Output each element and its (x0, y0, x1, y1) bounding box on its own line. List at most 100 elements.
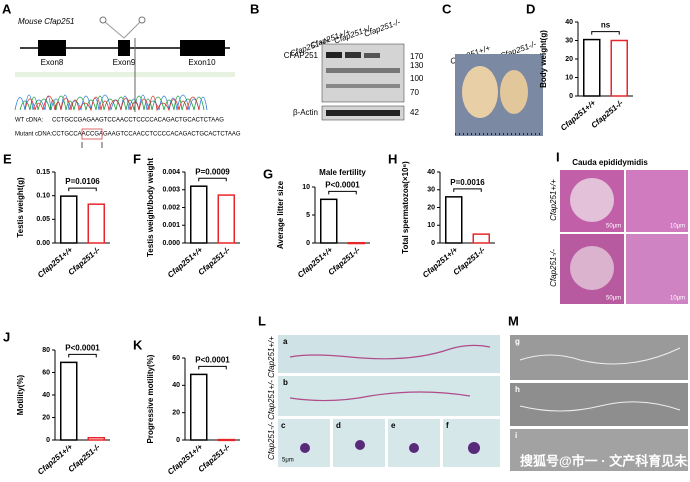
scale-label: 5μm (282, 458, 294, 464)
y-axis-label: Motility(%) (16, 374, 25, 415)
sub-label: e (391, 421, 396, 430)
y-tick-label: 10 (427, 222, 435, 229)
y-tick-label: 20 (565, 56, 573, 63)
micrograph (278, 376, 500, 416)
y-tick-label: 0.002 (162, 204, 180, 211)
y-tick-label: 40 (172, 382, 180, 389)
scale-label: 50μm (606, 296, 621, 302)
y-axis-label: Progressive motility(%) (146, 354, 155, 443)
y-tick-label: 60 (172, 355, 180, 362)
panel-title: Cauda epididymidis (572, 158, 648, 167)
exon (118, 40, 130, 56)
y-tick-label: 0 (306, 240, 310, 247)
marker: 170 (410, 52, 424, 61)
bar (472, 233, 490, 244)
panel-letter: E (3, 151, 12, 166)
panel-letter: J (3, 329, 10, 344)
bar (610, 39, 628, 97)
significance-bracket (591, 31, 620, 35)
scissors (99, 16, 107, 24)
exon (180, 40, 225, 56)
chart-title: Male fertility (319, 168, 366, 177)
sperm (300, 443, 310, 453)
sperm (355, 440, 365, 450)
protein-label: β-Actin (293, 108, 318, 117)
marker: 130 (410, 61, 424, 70)
significance-bracket (68, 353, 97, 358)
chromatogram (19, 95, 205, 111)
scale-label: 10μm (670, 296, 685, 302)
testis (500, 70, 528, 114)
y-axis-label: Total spermatozoa(×10⁶) (401, 161, 410, 254)
bar (190, 185, 208, 244)
panel-letter: M (508, 313, 519, 328)
significance-bracket (68, 187, 97, 192)
y-tick-label: 0.001 (162, 222, 180, 229)
y-axis-label: Testis weight(g) (16, 177, 25, 238)
micrograph (510, 429, 688, 471)
annotation: P<0.0001 (65, 343, 100, 352)
band (326, 84, 400, 88)
sperm (468, 442, 480, 454)
y-tick-label: 10 (565, 74, 573, 81)
annotation: P=0.0009 (195, 167, 230, 176)
sub-label: a (283, 337, 288, 346)
band (345, 52, 361, 58)
y-tick-label: 40 (565, 19, 573, 26)
exon (38, 40, 66, 56)
y-tick-label: 10 (302, 184, 310, 191)
sperm (519, 347, 681, 365)
sperm (519, 401, 681, 412)
scale-label: 50μm (606, 224, 621, 230)
annotation: P=0.0016 (450, 178, 485, 187)
bar (320, 198, 338, 244)
y-tick-label: 30 (427, 187, 435, 194)
side-label: Cfap251-/- Cfap251+/- Cfap251+/+ (267, 336, 276, 460)
exon-label: Exon8 (41, 58, 64, 67)
sperm (289, 344, 491, 360)
bar (87, 437, 105, 441)
significance-bracket (328, 190, 357, 195)
sequence-read (15, 72, 235, 77)
micrograph (626, 170, 688, 232)
y-tick-label: 0.05 (36, 216, 50, 223)
band (364, 53, 380, 58)
bar (217, 438, 235, 442)
significance-bracket (453, 188, 482, 192)
y-tick-label: 0.00 (36, 240, 50, 247)
tubule (570, 178, 614, 222)
y-tick-label: 0.000 (162, 240, 180, 247)
panel-letter: F (133, 151, 141, 166)
bar (87, 203, 105, 244)
y-tick-label: 20 (427, 204, 435, 211)
wt-label: WT cDNA: (15, 118, 44, 124)
scissors (138, 16, 146, 24)
panel-letter: D (526, 1, 535, 16)
wt-sequence: CCTGCCGAGAAGTCCAACCTCCCCACAGACTGCACTCTAA… (52, 118, 224, 124)
sub-label: f (446, 421, 449, 430)
exon-label: Exon10 (188, 58, 216, 67)
panel-letter: H (388, 151, 397, 166)
panel-letter: I (556, 149, 560, 164)
panel-letter: L (258, 313, 266, 328)
significance-bracket (198, 365, 227, 370)
y-tick-label: 0.004 (162, 169, 180, 176)
chromatogram (24, 95, 200, 112)
marker: 70 (410, 88, 419, 97)
panel-letter: G (263, 166, 273, 181)
sub-label: b (283, 378, 288, 387)
exon-label: Exon9 (113, 58, 136, 67)
y-tick-label: 0 (431, 240, 435, 247)
scale-label: 10μm (670, 224, 685, 230)
sperm (289, 391, 471, 402)
annotation: P<0.0001 (195, 356, 230, 365)
y-axis-label: Average litter size (276, 180, 285, 249)
sub-label: h (515, 385, 520, 394)
watermark: 搜狐号@市一 · 文产科育见未来 (520, 453, 690, 468)
band (326, 110, 400, 116)
y-tick-label: 0.10 (36, 193, 50, 200)
bar (583, 38, 601, 97)
row-label: Cfap251+/+ (549, 179, 558, 221)
mutant-sequence: CCTGCCAACCGAGAAGTCCAACCTCCCCACAGACTGCACT… (52, 132, 241, 138)
